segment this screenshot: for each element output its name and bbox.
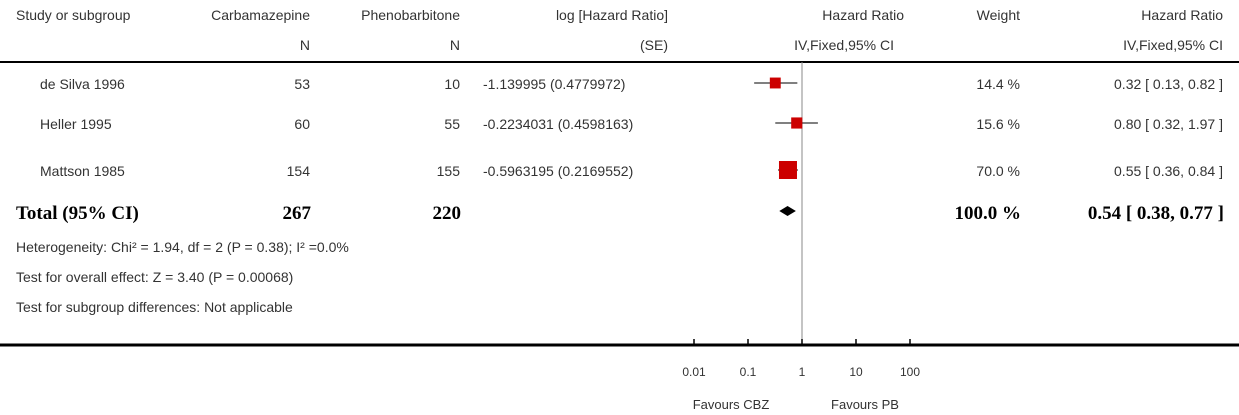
total-ci: 0.54 [ 0.38, 0.77 ] xyxy=(1087,203,1224,224)
header-log-hr: log [Hazard Ratio] xyxy=(555,7,668,23)
study-name: de Silva 1996 xyxy=(40,76,125,92)
total-n-experimental: 267 xyxy=(282,203,312,224)
axis-tick-label: 100 xyxy=(900,365,920,379)
study-weight: 14.4 % xyxy=(976,76,1020,92)
study-marker xyxy=(778,161,797,179)
header-control-n: N xyxy=(449,37,460,53)
study-marker xyxy=(769,77,781,89)
header-weight: Weight xyxy=(976,7,1020,23)
total-weight: 100.0 % xyxy=(954,203,1022,224)
study-n-experimental: 60 xyxy=(294,116,310,132)
study-name: Mattson 1985 xyxy=(40,163,125,179)
header-hazard-ratio-right-method: IV,Fixed,95% CI xyxy=(1123,37,1223,53)
heterogeneity-note: Heterogeneity: Chi² = 1.94, df = 2 (P = … xyxy=(16,239,349,255)
study-weight: 15.6 % xyxy=(976,116,1020,132)
study-n-experimental: 53 xyxy=(294,76,310,92)
header-hazard-ratio-right: Hazard Ratio xyxy=(1141,7,1223,23)
axis-tick-label: 0.1 xyxy=(740,365,757,379)
axis-tick-label: 0.01 xyxy=(682,365,706,379)
favours-left-label: Favours CBZ xyxy=(692,397,770,412)
study-marker xyxy=(791,117,803,129)
header-control: Phenobarbitone xyxy=(361,7,460,23)
study-ci: 0.32 [ 0.13, 0.82 ] xyxy=(1114,76,1223,92)
study-log-hr: -0.2234031 (0.4598163) xyxy=(483,116,634,132)
study-n-control: 10 xyxy=(444,76,460,92)
header-hazard-ratio-method: IV,Fixed,95% CI xyxy=(794,37,894,53)
study-log-hr: -0.5963195 (0.2169552) xyxy=(483,163,634,179)
favours-right-label: Favours PB xyxy=(831,397,899,412)
header-divider xyxy=(0,61,1239,63)
study-weight: 70.0 % xyxy=(976,163,1020,179)
study-ci: 0.80 [ 0.32, 1.97 ] xyxy=(1114,116,1223,132)
study-n-control: 155 xyxy=(436,163,460,179)
header-study: Study or subgroup xyxy=(16,7,131,23)
total-diamond xyxy=(779,206,796,216)
study-name: Heller 1995 xyxy=(40,116,112,132)
study-log-hr: -1.139995 (0.4779972) xyxy=(483,76,626,92)
overall-effect-note: Test for overall effect: Z = 3.40 (P = 0… xyxy=(16,269,294,285)
study-n-control: 55 xyxy=(444,116,460,132)
total-n-control: 220 xyxy=(432,203,462,224)
header-hazard-ratio: Hazard Ratio xyxy=(822,7,904,23)
axis-tick-label: 10 xyxy=(849,365,863,379)
header-experimental: Carbamazepine xyxy=(211,7,310,23)
header-experimental-n: N xyxy=(299,37,310,53)
axis-tick-label: 1 xyxy=(799,365,806,379)
subgroup-differences-note: Test for subgroup differences: Not appli… xyxy=(16,299,293,315)
study-n-experimental: 154 xyxy=(286,163,310,179)
header-log-hr-se: (SE) xyxy=(640,37,668,53)
study-ci: 0.55 [ 0.36, 0.84 ] xyxy=(1114,163,1223,179)
total-label: Total (95% CI) xyxy=(16,203,139,224)
